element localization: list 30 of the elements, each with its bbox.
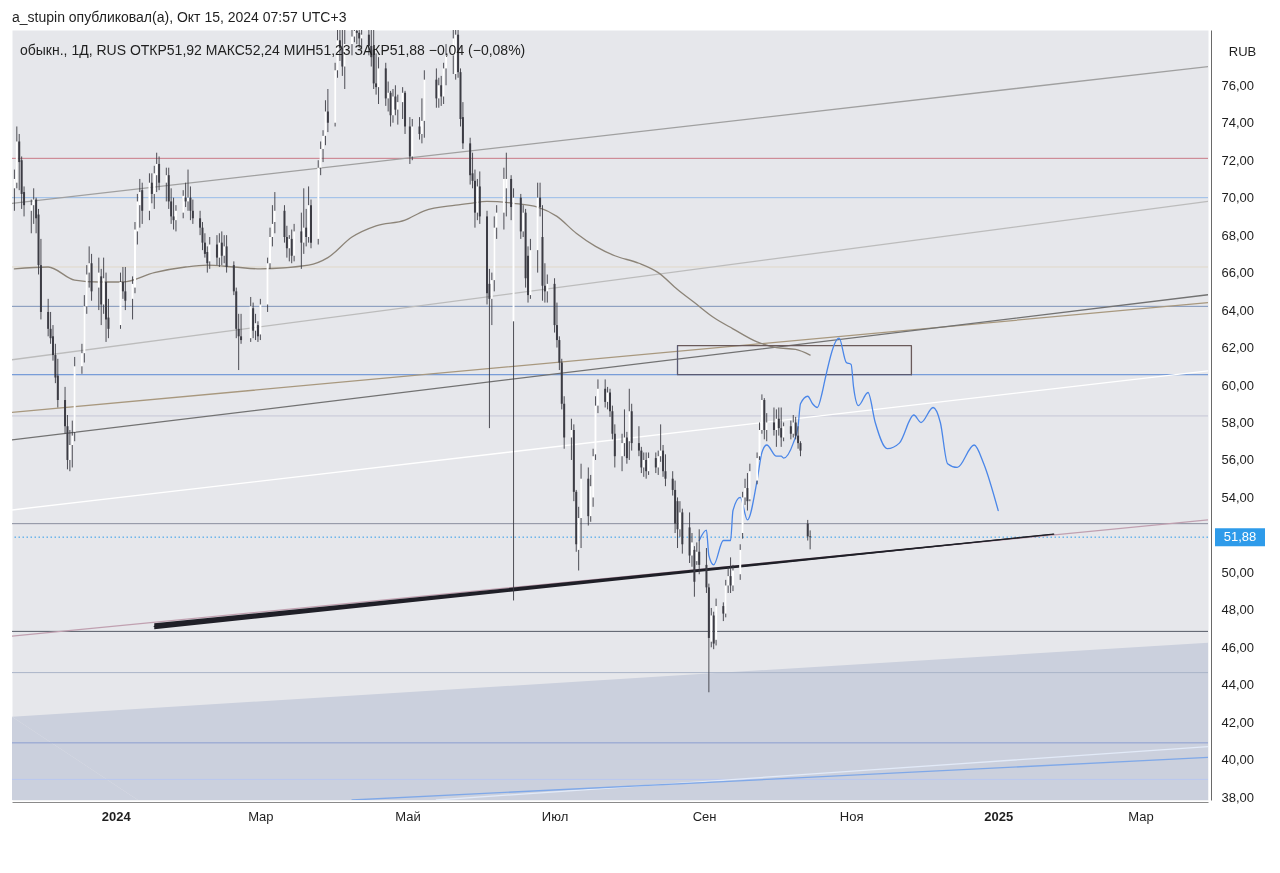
y-tick-label: 70,00 bbox=[1221, 190, 1255, 206]
text: a_stupin опубликовал(а), Окт 15, 2024 07:57 UTC+3 bbox=[12, 9, 347, 25]
y-axis-title: RUB bbox=[1228, 43, 1257, 59]
x-tick-label: Мар bbox=[248, 808, 274, 824]
x-tick-label: Мар bbox=[1128, 808, 1154, 824]
y-tick-label: 50,00 bbox=[1221, 564, 1255, 580]
x-tick-label: 2024 bbox=[101, 808, 132, 824]
x-tick-label: Май bbox=[395, 808, 421, 824]
y-tick-label: 38,00 bbox=[1221, 789, 1255, 805]
y-tick-label: 48,00 bbox=[1221, 602, 1255, 618]
ref-line-label: 51,88 bbox=[1223, 529, 1257, 545]
x-tick-label: 2025 bbox=[984, 808, 1014, 824]
y-tick-label: 74,00 bbox=[1221, 115, 1255, 131]
y-tick-label: 72,00 bbox=[1221, 152, 1255, 168]
x-tick-label: Сен bbox=[692, 808, 717, 824]
y-tick-label: 58,00 bbox=[1221, 414, 1255, 430]
y-tick-label: 68,00 bbox=[1221, 227, 1255, 243]
y-tick-label: 42,00 bbox=[1221, 714, 1255, 730]
x-tick-label: Ноя bbox=[839, 808, 864, 824]
y-tick-label: 76,00 bbox=[1221, 77, 1255, 93]
y-tick-label: 54,00 bbox=[1221, 489, 1255, 505]
y-tick-label: 62,00 bbox=[1221, 340, 1255, 356]
y-tick-label: 56,00 bbox=[1221, 452, 1255, 468]
x-tick-label: Июл bbox=[541, 808, 569, 824]
y-tick-label: 40,00 bbox=[1221, 752, 1255, 768]
y-tick-label: 60,00 bbox=[1221, 377, 1255, 393]
y-tick-label: 46,00 bbox=[1221, 639, 1255, 655]
y-tick-label: 64,00 bbox=[1221, 302, 1255, 318]
y-tick-label: 44,00 bbox=[1221, 677, 1255, 693]
y-tick-label: 66,00 bbox=[1221, 265, 1255, 281]
